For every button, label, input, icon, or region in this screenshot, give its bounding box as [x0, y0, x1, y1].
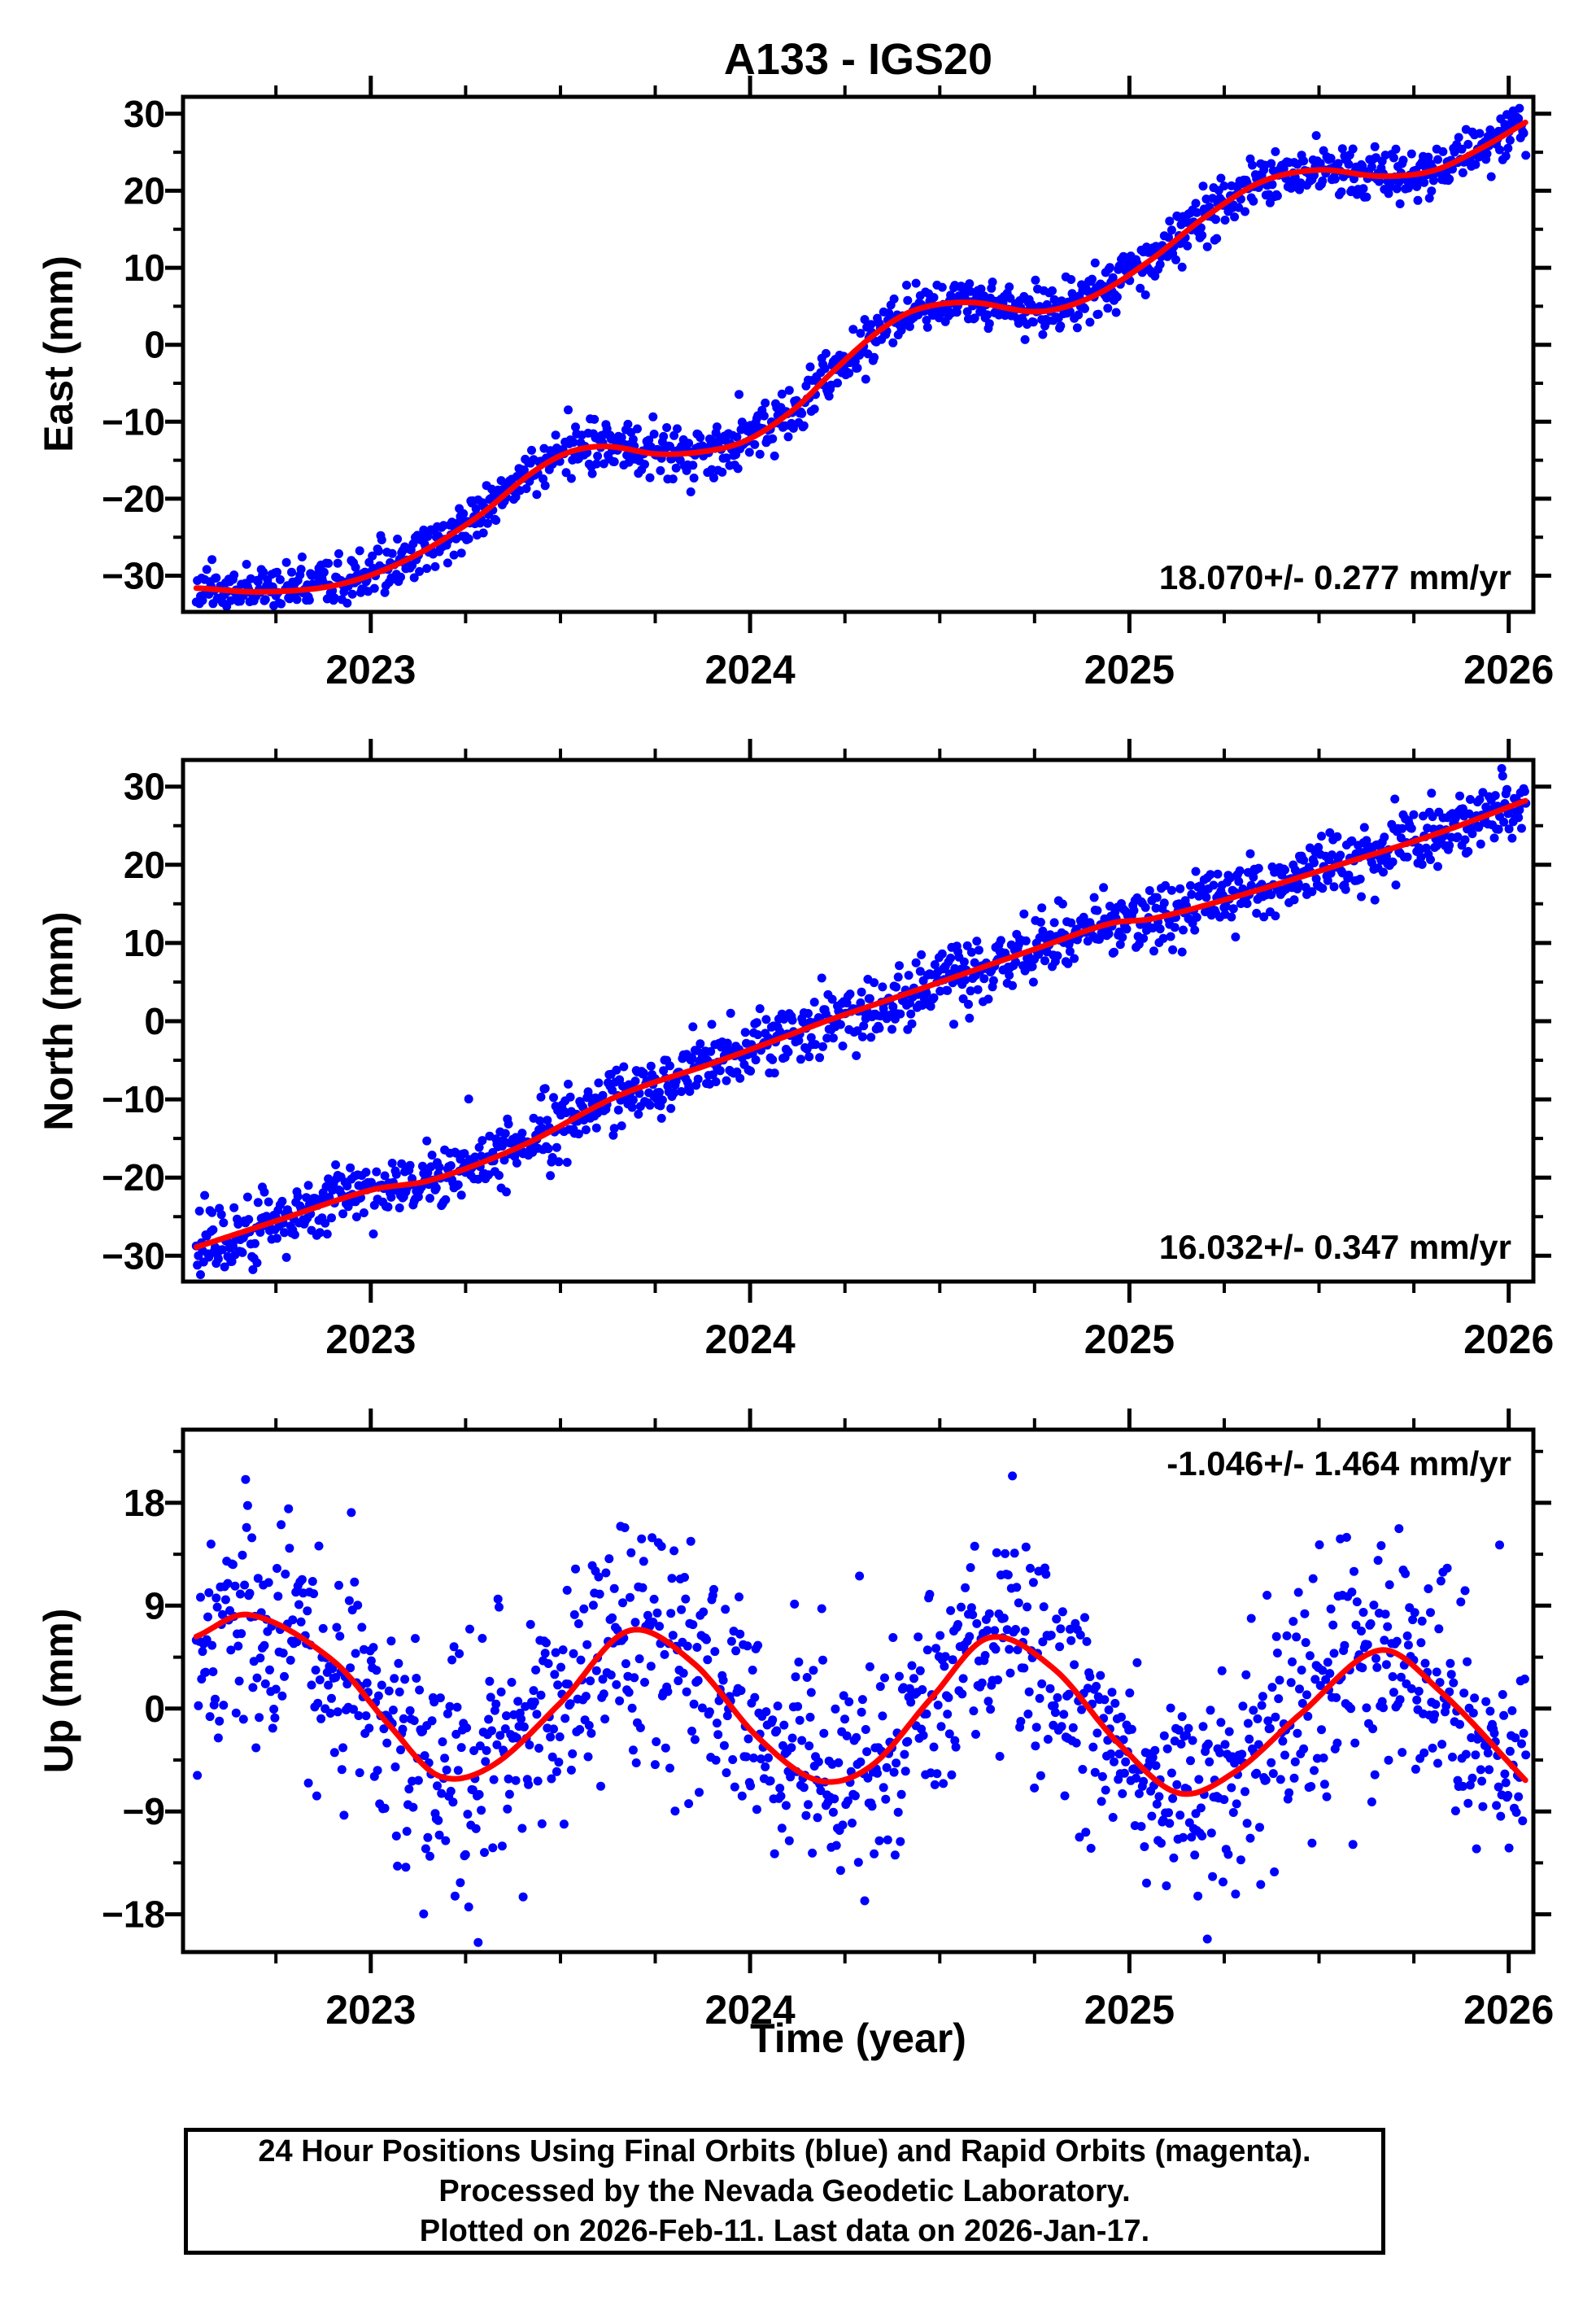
y-tick-label: 0 [144, 324, 165, 366]
east-rate-annotation: 18.070+/- 0.277 mm/yr [1158, 558, 1511, 596]
x-tick-label: 2023 [325, 1317, 416, 1362]
north-rate-annotation: 16.032+/- 0.347 mm/yr [1158, 1228, 1511, 1266]
y-tick-label: −18 [102, 1893, 165, 1936]
x-tick-label: 2025 [1084, 647, 1175, 692]
x-tick-label: 2026 [1463, 1987, 1554, 2033]
north-axis-label: North (mm) [36, 911, 81, 1131]
east-panel: 30 20 10 0 −10 −20 −30 2023 2024 2025 2026 [102, 76, 1554, 692]
x-tick-label: 2024 [704, 1317, 795, 1362]
footer-note: 24 Hour Positions Using Final Orbits (bl… [184, 2128, 1385, 2255]
footer-line-3: Plotted on 2026-Feb-11. Last data on 202… [419, 2213, 1150, 2248]
x-tick-label: 2025 [1084, 1987, 1175, 2033]
y-tick-label: 0 [144, 1688, 165, 1730]
y-tick-label: 20 [124, 169, 165, 212]
y-tick-label: 0 [144, 1000, 165, 1042]
north-panel: 30 20 10 0 −10 −20 −30 2023 2024 2025 2026 [102, 739, 1554, 1362]
y-tick-label: 20 [124, 844, 165, 886]
y-tick-label: −20 [102, 478, 165, 520]
up-axis-label: Up (mm) [36, 1608, 81, 1774]
x-tick-label: 2026 [1463, 647, 1554, 692]
y-tick-label: 10 [124, 247, 165, 289]
y-tick-label: 30 [124, 93, 165, 135]
x-tick-label: 2024 [704, 647, 795, 692]
x-tick-label: 2023 [325, 1987, 416, 2033]
up-panel: 18 9 0 −9 −18 2023 2024 2025 2026 [102, 1408, 1554, 2033]
footer-line-2: Processed by the Nevada Geodetic Laborat… [438, 2173, 1131, 2208]
up-rate-annotation: -1.046+/- 1.464 mm/yr [1166, 1444, 1511, 1483]
x-tick-label: 2024 [704, 1987, 795, 2033]
y-tick-label: 18 [124, 1482, 165, 1524]
x-tick-label: 2025 [1084, 1317, 1175, 1362]
east-axis-label: East (mm) [36, 255, 81, 452]
y-tick-label: 9 [144, 1584, 165, 1627]
y-tick-label: −30 [102, 1234, 165, 1277]
x-tick-label: 2023 [325, 647, 416, 692]
x-tick-label: 2026 [1463, 1317, 1554, 1362]
y-tick-label: −20 [102, 1156, 165, 1199]
y-tick-label: 30 [124, 766, 165, 808]
time-axis-label: Time (year) [750, 2016, 966, 2061]
footer-line-1: 24 Hour Positions Using Final Orbits (bl… [258, 2133, 1311, 2168]
y-tick-label: −10 [102, 400, 165, 443]
page-title: A133 - IGS20 [723, 35, 993, 84]
y-tick-label: 10 [124, 922, 165, 964]
y-tick-label: −30 [102, 555, 165, 597]
y-tick-label: −9 [123, 1790, 165, 1832]
y-tick-label: −10 [102, 1078, 165, 1120]
